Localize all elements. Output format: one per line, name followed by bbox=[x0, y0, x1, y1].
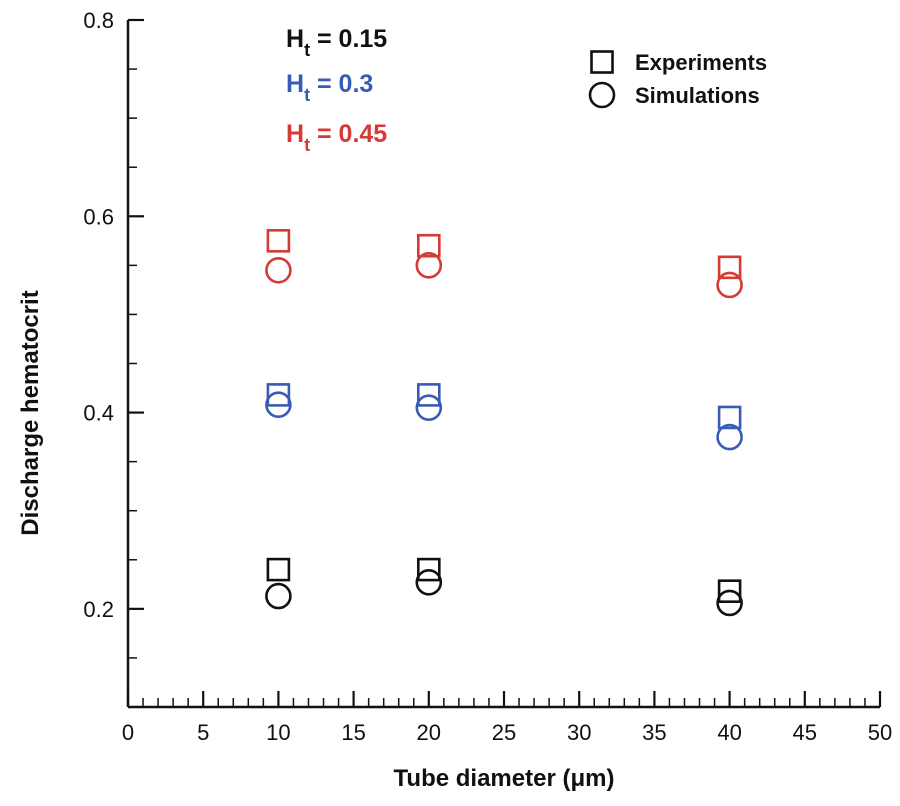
x-tick-label: 25 bbox=[492, 720, 516, 745]
experiment-point bbox=[266, 383, 291, 407]
series-label: Ht = 0.3 bbox=[286, 70, 373, 105]
x-tick-label: 20 bbox=[417, 720, 441, 745]
simulation-point bbox=[415, 252, 443, 279]
y-tick-label: 0.8 bbox=[83, 8, 114, 33]
x-tick-label: 10 bbox=[266, 720, 290, 745]
series-labels: Ht = 0.15 Ht = 0.3 Ht = 0.45 bbox=[286, 25, 387, 155]
x-tick-label: 40 bbox=[717, 720, 741, 745]
legend-circle-marker bbox=[588, 81, 616, 109]
tick-labels: 0 5 10 15 20 25 30 35 40 45 50 0.2 0.4 0.6 0.8 bbox=[83, 8, 892, 745]
experiment-point bbox=[266, 229, 291, 253]
simulation-point bbox=[415, 569, 443, 596]
simulation-point bbox=[265, 582, 292, 610]
ticks bbox=[126, 18, 882, 707]
y-tick-label: 0.6 bbox=[83, 204, 114, 229]
legend-label: Experiments bbox=[635, 50, 767, 75]
legend: Experiments Simulations bbox=[588, 50, 767, 109]
y-tick-label: 0.4 bbox=[83, 401, 114, 426]
legend-square-marker bbox=[590, 50, 614, 74]
simulation-point bbox=[415, 394, 443, 421]
experiment-point bbox=[416, 557, 441, 582]
experiment-point bbox=[266, 557, 291, 582]
x-tick-label: 15 bbox=[341, 720, 365, 745]
simulation-point bbox=[716, 423, 743, 451]
data-marks bbox=[265, 229, 743, 617]
x-tick-label: 5 bbox=[197, 720, 209, 745]
experiment-point bbox=[416, 383, 441, 407]
y-axis-label: Discharge hematocrit bbox=[17, 290, 44, 535]
simulation-point bbox=[716, 589, 743, 617]
legend-label: Simulations bbox=[635, 83, 760, 108]
simulation-point bbox=[716, 271, 743, 299]
series-label: Ht = 0.15 bbox=[286, 25, 387, 60]
x-tick-label: 35 bbox=[642, 720, 666, 745]
experiment-point bbox=[717, 255, 742, 280]
experiment-point bbox=[717, 405, 742, 430]
x-tick-label: 30 bbox=[567, 720, 591, 745]
axes bbox=[126, 20, 880, 709]
x-tick-label: 50 bbox=[868, 720, 892, 745]
series-label: Ht = 0.45 bbox=[286, 120, 387, 155]
x-axis-label: Tube diameter (μm) bbox=[394, 765, 615, 792]
simulation-point bbox=[265, 256, 292, 284]
experiment-point bbox=[416, 233, 441, 258]
simulation-point bbox=[265, 391, 292, 419]
y-tick-label: 0.2 bbox=[83, 597, 114, 622]
x-tick-label: 45 bbox=[793, 720, 817, 745]
x-tick-label: 0 bbox=[122, 720, 134, 745]
experiment-point bbox=[717, 579, 742, 603]
